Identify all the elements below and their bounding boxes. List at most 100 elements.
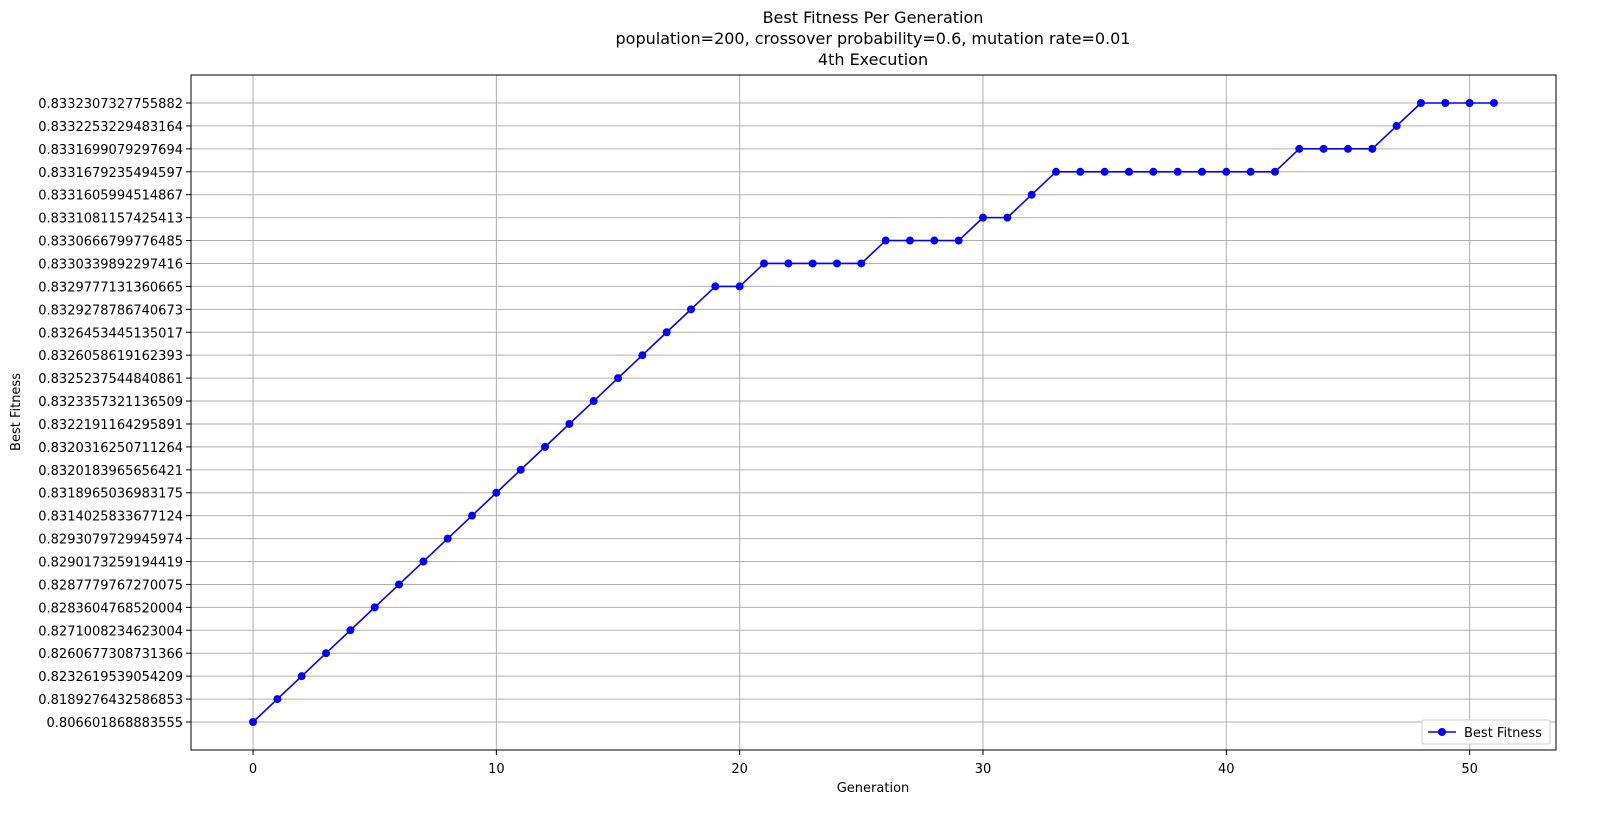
y-tick-label: 0.8320316250711264 <box>38 441 183 456</box>
chart-title-line-3: 4th Execution <box>818 50 928 69</box>
chart-title-line-1: Best Fitness Per Generation <box>763 8 984 27</box>
x-tick-label: 30 <box>975 762 992 777</box>
legend: Best Fitness <box>1421 719 1551 745</box>
data-point <box>346 626 355 635</box>
series-line <box>252 102 1494 723</box>
data-point <box>516 465 525 474</box>
data-point <box>735 282 744 291</box>
y-tick-label: 0.8326453445135017 <box>38 326 183 341</box>
y-tick-label: 0.8287779767270075 <box>38 578 183 593</box>
x-tick-label: 50 <box>1461 762 1478 777</box>
y-tick-label: 0.8331605994514867 <box>38 189 183 204</box>
data-point <box>1368 144 1377 153</box>
y-tick-label: 0.8332307327755882 <box>38 97 183 112</box>
y-tick-label: 0.8232619539054209 <box>38 670 183 685</box>
chart-title: Best Fitness Per Generation population=2… <box>616 8 1131 69</box>
data-point <box>1441 99 1450 107</box>
y-tick-label: 0.8330339892297416 <box>38 257 183 272</box>
data-point <box>1392 121 1401 130</box>
data-point <box>1076 167 1085 176</box>
y-tick-label: 0.8329278786740673 <box>38 303 183 318</box>
y-tick-label: 0.8329777131360665 <box>38 280 183 295</box>
data-point <box>930 236 939 245</box>
y-tick-label: 0.8330666799776485 <box>38 235 183 250</box>
y-tick-label: 0.8325237544840861 <box>38 372 183 387</box>
y-tick-label: 0.8332253229483164 <box>38 120 183 135</box>
y-tick-label: 0.8293079729945974 <box>38 533 183 548</box>
y-tick-label: 0.806601868883555 <box>47 716 183 731</box>
data-point <box>978 213 987 222</box>
data-point <box>419 557 428 566</box>
data-point <box>1416 99 1425 107</box>
data-point <box>443 534 452 543</box>
data-point <box>273 695 282 704</box>
data-point <box>1246 167 1255 176</box>
data-point <box>1343 144 1352 153</box>
x-axis-label: Generation <box>837 781 910 796</box>
y-axis-label: Best Fitness <box>9 373 24 451</box>
y-tick-label: 0.8331679235494597 <box>38 166 183 181</box>
x-tick-label: 10 <box>488 762 505 777</box>
data-point <box>1100 167 1109 176</box>
data-point <box>1027 190 1036 199</box>
data-point <box>249 718 258 726</box>
y-tick-label: 0.8290173259194419 <box>38 556 183 571</box>
data-point <box>954 236 963 245</box>
data-point <box>1149 167 1158 176</box>
data-point <box>1465 99 1474 107</box>
data-point <box>638 351 647 360</box>
data-point <box>906 236 914 245</box>
data-point <box>662 328 671 337</box>
data-point <box>614 374 623 383</box>
data-point <box>833 259 841 268</box>
y-tick-label: 0.8331081157425413 <box>38 212 183 227</box>
data-point <box>881 236 890 245</box>
plot-area-frame <box>190 74 1557 751</box>
data-point <box>760 259 769 268</box>
y-tick-label: 0.8318965036983175 <box>38 487 183 502</box>
y-tick-label: 0.8189276432586853 <box>38 693 183 708</box>
data-point <box>1319 144 1328 153</box>
data-point <box>784 259 793 268</box>
legend-label: Best Fitness <box>1464 726 1542 741</box>
data-point <box>322 649 331 658</box>
chart-title-line-2: population=200, crossover probability=0.… <box>616 29 1131 48</box>
x-axis-ticks: 0 10 20 30 40 50 <box>249 750 1478 777</box>
y-tick-label: 0.8283604768520004 <box>38 601 183 616</box>
data-point <box>1197 167 1206 176</box>
data-point <box>808 259 817 268</box>
y-tick-label: 0.8323357321136509 <box>38 395 183 410</box>
y-axis-ticks: 0.806601868883555 0.8189276432586853 0.823… <box>38 97 191 731</box>
x-tick-label: 40 <box>1218 762 1235 777</box>
data-point <box>1270 167 1279 176</box>
legend-marker-sample <box>1438 728 1446 736</box>
data-point <box>370 603 379 612</box>
y-tick-label: 0.8314025833677124 <box>38 510 183 525</box>
data-point <box>1003 213 1012 222</box>
legend-frame <box>1421 719 1551 745</box>
data-point <box>1489 99 1498 107</box>
data-point <box>541 442 550 451</box>
data-point <box>1124 167 1133 176</box>
data-point <box>857 259 866 268</box>
y-tick-label: 0.8320183965656421 <box>38 464 183 479</box>
data-point <box>1173 167 1182 176</box>
y-tick-label: 0.8322191164295891 <box>38 418 183 433</box>
y-tick-label: 0.8271008234623004 <box>38 624 183 639</box>
data-point <box>589 397 598 406</box>
data-point <box>711 282 720 291</box>
y-tick-label: 0.8326058619162393 <box>38 349 183 364</box>
data-point <box>687 305 696 314</box>
data-point <box>565 419 574 428</box>
data-point <box>468 511 477 520</box>
data-point <box>492 488 501 497</box>
x-tick-label: 0 <box>249 762 257 777</box>
series-best-fitness <box>249 99 1498 726</box>
data-point <box>1222 167 1231 176</box>
data-point <box>297 672 306 681</box>
y-tick-label: 0.8331699079297694 <box>38 143 183 158</box>
data-point <box>395 580 404 589</box>
data-point <box>1295 144 1304 153</box>
